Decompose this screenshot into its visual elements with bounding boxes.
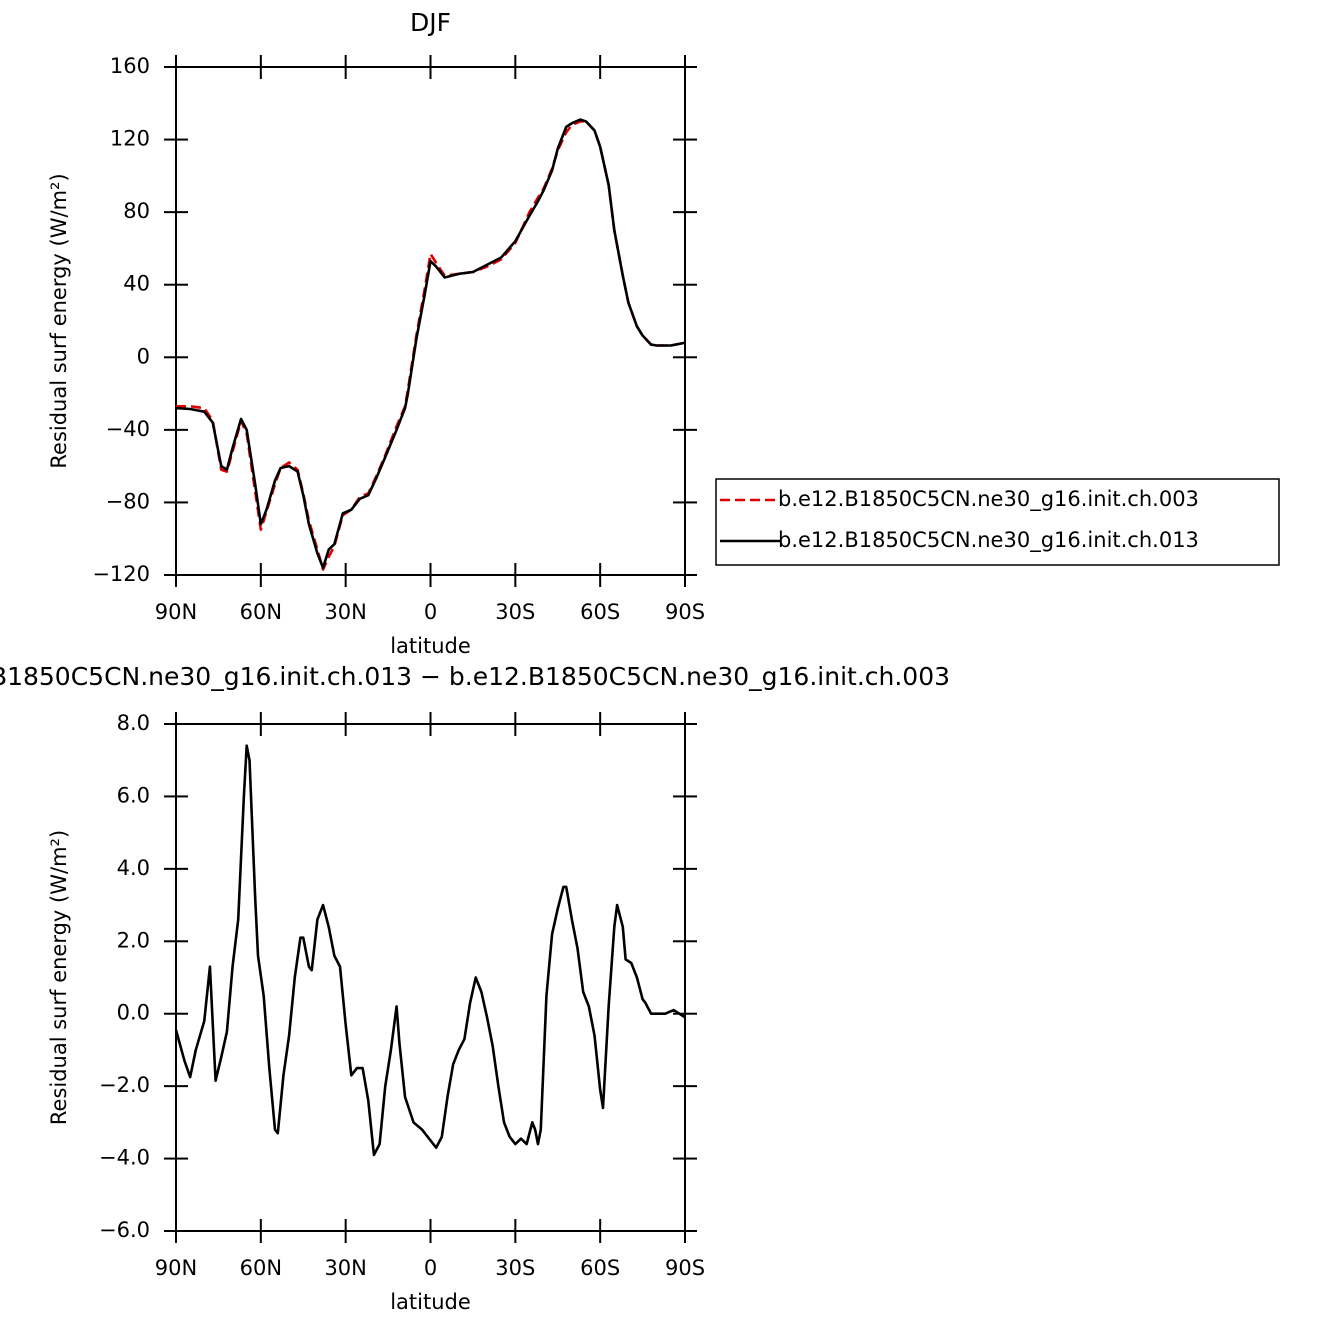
x-tick-label: 60N — [240, 1256, 282, 1280]
y-tick-label: −40 — [106, 417, 150, 441]
legend-box — [715, 478, 1280, 566]
y-tick-label: 160 — [110, 54, 150, 78]
y-tick-label: 0.0 — [117, 1001, 150, 1025]
plot-frame — [175, 723, 686, 1232]
x-tick-label: 60N — [240, 600, 282, 624]
y-tick-label: 0 — [137, 344, 150, 368]
x-tick-label: 60S — [580, 1256, 620, 1280]
legend-label: b.e12.B1850C5CN.ne30_g16.init.ch.013 — [778, 528, 1199, 553]
chart-title: b.e12.B1850C5CN.ne30_g16.init.ch.013 − b… — [0, 662, 950, 691]
x-tick-label: 0 — [424, 1256, 437, 1280]
legend-label: b.e12.B1850C5CN.ne30_g16.init.ch.003 — [778, 487, 1199, 512]
y-tick-label: 40 — [123, 272, 150, 296]
chart-title: DJF — [410, 8, 451, 37]
y-tick-label: −6.0 — [99, 1218, 150, 1242]
x-tick-label: 90N — [155, 600, 197, 624]
plot-frame — [175, 66, 686, 576]
x-axis-label: latitude — [390, 1290, 471, 1314]
y-tick-label: −2.0 — [99, 1073, 150, 1097]
y-axis-label: Residual surf energy (W/m²) — [47, 830, 71, 1125]
x-tick-label: 30S — [495, 600, 535, 624]
y-tick-label: −4.0 — [99, 1146, 150, 1170]
data-line — [174, 744, 686, 1157]
y-tick-label: 120 — [110, 127, 150, 151]
y-axis-label: Residual surf energy (W/m²) — [47, 173, 71, 468]
x-tick-label: 30S — [495, 1256, 535, 1280]
x-tick-label: 90N — [155, 1256, 197, 1280]
x-tick-label: 30N — [324, 1256, 366, 1280]
x-tick-label: 30N — [324, 600, 366, 624]
y-tick-label: 6.0 — [117, 783, 150, 807]
x-axis-label: latitude — [390, 634, 471, 658]
y-tick-label: 8.0 — [117, 711, 150, 735]
y-tick-label: −120 — [92, 562, 150, 586]
y-tick-label: 2.0 — [117, 928, 150, 952]
y-tick-label: 4.0 — [117, 856, 150, 880]
x-tick-label: 90S — [665, 1256, 705, 1280]
x-tick-label: 60S — [580, 600, 620, 624]
y-tick-label: −80 — [106, 489, 150, 513]
data-line — [175, 118, 686, 570]
y-tick-label: 80 — [123, 199, 150, 223]
x-tick-label: 0 — [424, 600, 437, 624]
x-tick-label: 90S — [665, 600, 705, 624]
